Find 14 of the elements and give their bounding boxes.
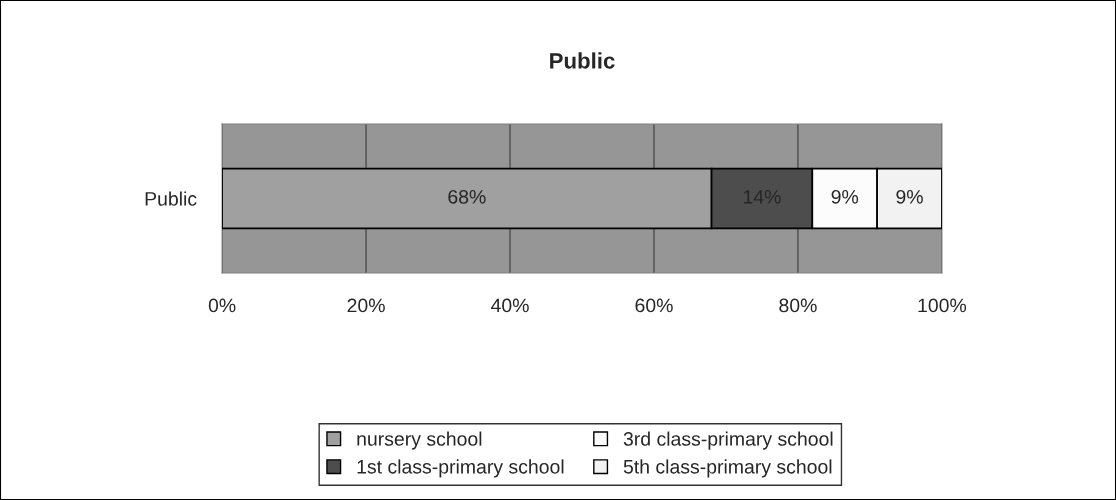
x-tick-label: 20% bbox=[347, 298, 385, 313]
legend-label: nursery school bbox=[357, 431, 482, 450]
x-tick-label: 0% bbox=[208, 298, 236, 313]
x-tick-label: 60% bbox=[635, 298, 673, 313]
chart-title: Public bbox=[550, 52, 615, 69]
data-label: 9% bbox=[831, 189, 859, 204]
x-tick-label: 100% bbox=[918, 298, 967, 313]
x-tick-label: 40% bbox=[491, 298, 529, 313]
x-tick-label: 80% bbox=[779, 298, 817, 313]
data-label: 9% bbox=[896, 189, 923, 204]
legend-label: 1st class-primary school bbox=[357, 459, 564, 478]
data-label: 68% bbox=[448, 189, 486, 204]
legend-label: 3rd class-primary school bbox=[623, 431, 833, 450]
legend-label: 5th class-primary school bbox=[623, 459, 832, 478]
